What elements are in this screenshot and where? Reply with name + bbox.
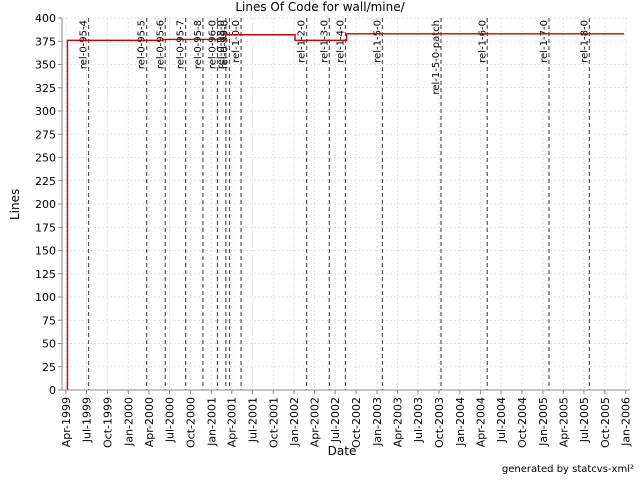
y-tick-label: 125: [35, 268, 56, 281]
y-tick-label: 200: [35, 198, 56, 211]
x-tick-label: Oct-2000: [184, 397, 197, 448]
x-tick-label: Jan-2000: [122, 397, 135, 447]
x-tick-label: Jan-2006: [620, 397, 633, 447]
x-tick-label: Jan-2001: [205, 397, 218, 447]
x-tick-label: Oct-2003: [433, 397, 446, 448]
release-marker-label: rel-0-99-0: [219, 20, 230, 69]
y-tick-label: 375: [35, 35, 56, 48]
release-marker-label: rel-1-7-0: [539, 20, 550, 63]
x-tick-label: Jan-2003: [371, 397, 384, 447]
release-marker-label: rel-1-6-0: [477, 20, 488, 63]
y-tick-label: 300: [35, 105, 56, 118]
x-tick-label: Jan-2004: [454, 397, 467, 447]
y-tick-label: 100: [35, 291, 56, 304]
x-tick-label: Apr-2003: [391, 397, 404, 447]
footer-credit: generated by statcvs-xml²: [501, 464, 634, 475]
y-tick-label: 175: [35, 221, 56, 234]
x-tick-label: Jul-2001: [246, 397, 259, 443]
x-tick-label: Apr-1999: [60, 397, 73, 447]
x-tick-label: Apr-2005: [557, 397, 570, 447]
x-tick-label: Apr-2004: [474, 397, 487, 447]
chart-title: Lines Of Code for wall/mine/: [235, 0, 405, 14]
release-marker-label: rel-1-0-0: [231, 20, 242, 63]
x-tick-label: Jul-2002: [329, 397, 342, 443]
release-marker-label: rel-0-96-0: [207, 20, 218, 69]
y-tick-label: 150: [35, 245, 56, 258]
release-marker-label: rel-1-4-0: [335, 20, 346, 63]
x-tick-label: Jul-2004: [495, 397, 508, 443]
series-line: [66, 33, 625, 390]
x-tick-label: Jul-2003: [412, 397, 425, 443]
release-marker-label: rel-1-2-0: [297, 20, 308, 63]
y-tick-label: 400: [35, 12, 56, 25]
release-marker-label: rel-0-98-0: [216, 20, 227, 69]
release-marker-label: rel-0-95-5: [137, 20, 148, 69]
x-tick-label: Jul-1999: [81, 397, 94, 443]
release-marker-label: rel-0-95-8: [193, 20, 204, 69]
y-tick-label: 75: [42, 314, 56, 327]
y-tick-label: 350: [35, 59, 56, 72]
x-tick-label: Oct-1999: [101, 397, 114, 448]
x-tick-label: Oct-2005: [599, 397, 612, 448]
y-tick-label: 275: [35, 128, 56, 141]
y-tick-label: 50: [42, 338, 56, 351]
release-marker-label: rel-1-8-0: [579, 20, 590, 63]
x-tick-label: Oct-2002: [350, 397, 363, 448]
y-tick-label: 250: [35, 152, 56, 165]
x-axis-label: Date: [327, 444, 357, 458]
x-tick-label: Apr-2001: [226, 397, 239, 447]
x-tick-label: Jul-2005: [578, 397, 591, 443]
x-tick-label: Jan-2005: [537, 397, 550, 447]
x-tick-label: Jul-2000: [164, 397, 177, 443]
release-marker-label: rel-1-3-0: [319, 20, 330, 63]
release-marker-label: rel-1-5-0: [372, 20, 383, 63]
y-tick-label: 325: [35, 82, 56, 95]
release-marker-label: rel-0-95-7: [176, 20, 187, 69]
release-marker-label: rel-0-95-6: [155, 20, 166, 69]
release-marker-label: rel-0-95-4: [79, 20, 90, 69]
x-tick-label: Apr-2002: [309, 397, 322, 447]
y-tick-label: 225: [35, 175, 56, 188]
release-marker-label: rel-1-5-0-patch: [431, 20, 442, 95]
y-tick-label: 25: [42, 361, 56, 374]
x-tick-label: Apr-2000: [143, 397, 156, 447]
x-tick-label: Jan-2002: [288, 397, 301, 447]
y-tick-label: 0: [49, 384, 56, 397]
x-tick-label: Oct-2004: [516, 397, 529, 448]
x-tick-label: Oct-2001: [267, 397, 280, 448]
